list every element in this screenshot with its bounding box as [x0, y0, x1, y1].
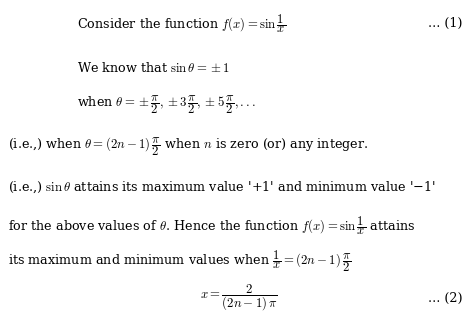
Text: Consider the function $f(x) = \sin\dfrac{1}{x}$: Consider the function $f(x) = \sin\dfrac…	[77, 12, 286, 35]
Text: when $\theta = \pm\dfrac{\pi}{2}, \pm 3\,\dfrac{\pi}{2}, \pm 5\,\dfrac{\pi}{2}, : when $\theta = \pm\dfrac{\pi}{2}, \pm 3\…	[77, 93, 256, 116]
Text: We know that $\sin\theta = \pm 1$: We know that $\sin\theta = \pm 1$	[77, 61, 230, 75]
Text: (i.e.,) $\sin\theta$ attains its maximum value '+1' and minimum value '−1': (i.e.,) $\sin\theta$ attains its maximum…	[9, 179, 436, 195]
Text: ... (2): ... (2)	[428, 291, 462, 305]
Text: for the above values of $\theta$. Hence the function $f(x) = \sin\dfrac{1}{x}$ a: for the above values of $\theta$. Hence …	[9, 214, 416, 237]
Text: (i.e.,) when $\theta = (2n-1)\,\dfrac{\pi}{2}$ when $n$ is zero (or) any integer: (i.e.,) when $\theta = (2n-1)\,\dfrac{\p…	[9, 135, 369, 158]
Text: $x = \dfrac{2}{(2n-1)\,\pi}$: $x = \dfrac{2}{(2n-1)\,\pi}$	[200, 283, 277, 313]
Text: its maximum and minimum values when $\dfrac{1}{x} = (2n-1)\,\dfrac{\pi}{2}$: its maximum and minimum values when $\df…	[9, 248, 352, 274]
Text: ... (1): ... (1)	[428, 17, 462, 30]
